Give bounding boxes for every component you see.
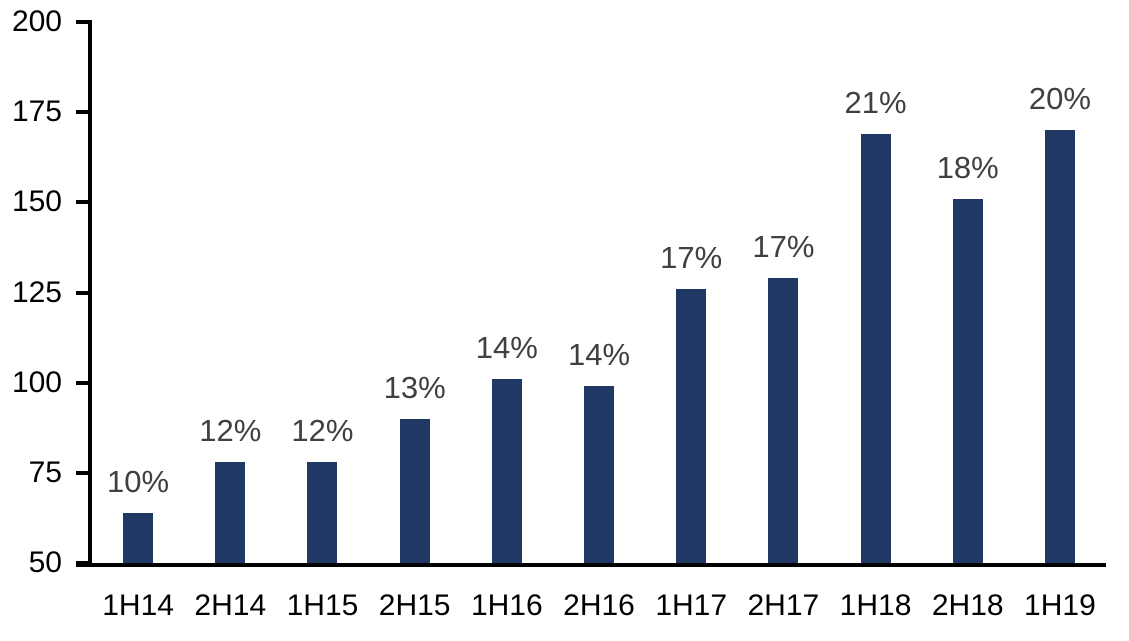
bar-1h14 [123,512,154,563]
x-tick-label-1h18: 1H18 [839,589,912,622]
y-tick-mark [76,561,90,565]
y-axis-line [88,20,92,567]
y-tick-label: 175 [11,95,62,129]
x-tick-label-1h14: 1H14 [102,589,174,622]
bar-2h18 [952,198,983,563]
x-tick-label-2h15: 2H15 [378,589,451,622]
data-label-1h17: 17% [660,239,723,275]
x-tick-label-1h16: 1H16 [470,589,543,622]
data-label-1h18: 21% [844,84,907,120]
y-tick-label: 200 [11,5,62,38]
y-tick-label: 75 [28,455,62,489]
y-tick-label: 50 [28,546,62,579]
data-label-2h18: 18% [936,149,999,185]
x-tick-label-2h16: 2H16 [563,589,635,622]
plot-area: 10% 12% 12% 13% 14% 14% 17% 17% 21% 18% 20% [92,22,1106,563]
x-axis-line [76,563,1106,567]
bar-2h14 [215,462,246,563]
bar-2h16 [584,386,614,563]
y-tick-mark [76,380,90,385]
data-label-2h16: 14% [567,337,631,373]
bar-1h16 [491,379,522,563]
y-tick-label: 100 [11,365,62,399]
y-tick-label: 150 [11,185,62,219]
data-label-1h15: 12% [291,413,354,449]
data-label-2h14: 12% [199,413,262,449]
y-tick-mark [76,290,90,295]
bar-1h17 [676,288,707,563]
bar-1h19 [1044,130,1075,563]
data-label-1h19: 20% [1028,81,1091,117]
y-tick-mark [76,470,90,475]
x-tick-label-2h18: 2H18 [931,589,1004,622]
x-tick-label-1h15: 1H15 [286,589,359,622]
x-tick-label-2h17: 2H17 [747,589,820,622]
x-tick-label-2h14: 2H14 [194,589,267,622]
y-tick-mark [76,200,90,205]
data-label-1h16: 14% [475,330,538,366]
data-label-1h14: 10% [107,463,170,499]
data-label-2h17: 17% [752,229,815,265]
y-tick-mark [76,110,90,115]
bar-2h15 [399,418,430,563]
bar-2h17 [768,278,799,563]
data-label-2h15: 13% [383,369,446,405]
y-tick-label: 125 [11,275,62,309]
bar-1h18 [860,133,891,563]
bar-1h15 [307,462,338,563]
x-tick-label-1h17: 1H17 [655,589,728,622]
y-tick-mark [76,20,90,24]
x-tick-label-1h19: 1H19 [1024,589,1096,622]
